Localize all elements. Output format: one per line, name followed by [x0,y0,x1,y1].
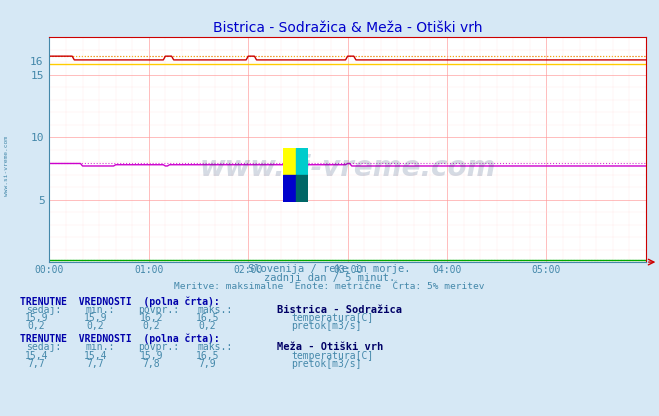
Text: 16,2: 16,2 [140,313,163,323]
Text: TRENUTNE  VREDNOSTI  (polna črta):: TRENUTNE VREDNOSTI (polna črta): [20,334,219,344]
Text: temperatura[C]: temperatura[C] [291,351,374,361]
Text: 16: 16 [30,57,43,67]
Text: pretok[m3/s]: pretok[m3/s] [291,359,362,369]
Text: Slovenija / reke in morje.: Slovenija / reke in morje. [248,265,411,275]
Text: www.si-vreme.com: www.si-vreme.com [4,136,9,196]
Text: 16,5: 16,5 [196,351,219,361]
Text: 0,2: 0,2 [199,321,216,331]
Text: 15,9: 15,9 [84,313,107,323]
Text: TRENUTNE  VREDNOSTI  (polna črta):: TRENUTNE VREDNOSTI (polna črta): [20,296,219,307]
Text: 15,9: 15,9 [140,351,163,361]
Text: Bistrica - Sodražica: Bistrica - Sodražica [277,305,402,315]
Text: Meritve: maksimalne  Enote: metrične  Črta: 5% meritev: Meritve: maksimalne Enote: metrične Črta… [174,282,485,291]
Text: pretok[m3/s]: pretok[m3/s] [291,321,362,331]
Text: 7,8: 7,8 [143,359,160,369]
Text: www.si-vreme.com: www.si-vreme.com [200,154,496,182]
Bar [283,175,296,202]
Text: 0,2: 0,2 [28,321,45,331]
Bar [283,148,296,175]
Text: maks.:: maks.: [198,342,233,352]
Text: zadnji dan / 5 minut.: zadnji dan / 5 minut. [264,273,395,283]
Text: 7,7: 7,7 [28,359,45,369]
Text: povpr.:: povpr.: [138,342,179,352]
Text: 15,9: 15,9 [24,313,48,323]
Bar [296,148,308,175]
Text: sedaj:: sedaj: [26,305,61,315]
Text: temperatura[C]: temperatura[C] [291,313,374,323]
Text: 7,7: 7,7 [87,359,104,369]
Text: Meža - Otiški vrh: Meža - Otiški vrh [277,342,383,352]
Text: min.:: min.: [86,305,115,315]
Text: 15,4: 15,4 [24,351,48,361]
Title: Bistrica - Sodražica & Meža - Otiški vrh: Bistrica - Sodražica & Meža - Otiški vrh [213,21,482,35]
Bar [296,175,308,202]
Text: sedaj:: sedaj: [26,342,61,352]
Text: 7,9: 7,9 [199,359,216,369]
Text: 0,2: 0,2 [143,321,160,331]
Text: 16,5: 16,5 [196,313,219,323]
Text: 15,4: 15,4 [84,351,107,361]
Text: min.:: min.: [86,342,115,352]
Text: maks.:: maks.: [198,305,233,315]
Text: 0,2: 0,2 [87,321,104,331]
Text: povpr.:: povpr.: [138,305,179,315]
